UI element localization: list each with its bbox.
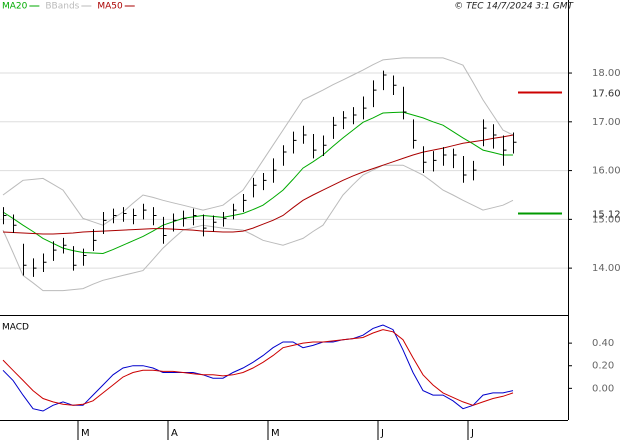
y-tick-label: 14.00 bbox=[592, 263, 621, 274]
price-bar bbox=[173, 213, 177, 232]
price-bar bbox=[273, 158, 277, 183]
price-bar bbox=[183, 210, 187, 227]
price-bar bbox=[3, 207, 7, 225]
price-bar bbox=[423, 146, 427, 174]
level-label: 17.60 bbox=[592, 89, 621, 100]
credit: © TEC 14/7/2024 3:1 GMT bbox=[454, 2, 574, 12]
price-bar bbox=[463, 155, 467, 183]
price-bar bbox=[233, 203, 237, 220]
legend-label: BBands bbox=[45, 2, 79, 12]
y-tick-label: 0.20 bbox=[592, 361, 614, 372]
price-bar bbox=[203, 214, 207, 237]
price-bar bbox=[343, 111, 347, 130]
price-bar bbox=[113, 208, 117, 224]
price-bar bbox=[263, 173, 267, 191]
price-bar bbox=[283, 145, 287, 166]
price-bar bbox=[73, 246, 77, 271]
price-bar bbox=[483, 119, 487, 147]
indicator-line bbox=[2, 57, 514, 226]
y-tick-label: 16.00 bbox=[592, 166, 621, 177]
price-bar bbox=[353, 107, 357, 125]
price-bar bbox=[93, 229, 97, 252]
y-tick-label: 18.00 bbox=[592, 68, 621, 79]
x-tick-label: M bbox=[81, 428, 90, 439]
price-bar bbox=[333, 116, 337, 139]
indicator-line bbox=[2, 111, 513, 255]
price-bar bbox=[453, 148, 457, 169]
price-bar bbox=[133, 208, 137, 225]
price-bar bbox=[13, 214, 17, 234]
price-bar bbox=[143, 203, 147, 220]
price-bar bbox=[513, 132, 517, 154]
price-bar bbox=[433, 151, 437, 172]
price-bar bbox=[83, 248, 87, 266]
price-bar bbox=[103, 212, 107, 234]
x-tick-label: A bbox=[171, 428, 178, 439]
price-bar bbox=[63, 237, 67, 254]
price-bar bbox=[163, 216, 167, 244]
indicator-line bbox=[2, 329, 514, 406]
price-bar bbox=[123, 207, 127, 222]
price-bar bbox=[383, 70, 387, 91]
band-lower bbox=[2, 164, 514, 292]
price-bar bbox=[393, 75, 397, 95]
price-bar bbox=[413, 119, 417, 149]
price-bar bbox=[223, 212, 227, 227]
macd-title: MACD bbox=[2, 323, 29, 333]
price-bar bbox=[363, 96, 367, 120]
price-bar bbox=[493, 124, 497, 149]
x-tick-label: J bbox=[470, 428, 474, 439]
indicator-line bbox=[2, 324, 514, 412]
price-bar bbox=[303, 125, 307, 144]
y-tick-label: 15.00 bbox=[592, 214, 621, 225]
price-bar bbox=[373, 80, 377, 108]
price-bar bbox=[293, 131, 297, 154]
x-tick-label: J bbox=[380, 428, 384, 439]
y-tick-label: 0.40 bbox=[592, 338, 614, 349]
price-bar bbox=[473, 160, 477, 181]
legend-label: MA50 bbox=[97, 2, 123, 12]
price-bar bbox=[193, 208, 197, 226]
price-bar bbox=[503, 135, 507, 166]
legend-label: MA20 bbox=[2, 2, 28, 12]
price-bar bbox=[403, 86, 407, 120]
price-bar bbox=[253, 177, 257, 198]
y-tick-label: 0.00 bbox=[592, 383, 614, 394]
price-bar bbox=[323, 135, 327, 156]
x-tick-label: M bbox=[271, 428, 280, 439]
y-tick-label: 17.00 bbox=[592, 117, 621, 128]
indicator-line bbox=[2, 134, 514, 235]
level-label: 15.12 bbox=[592, 210, 621, 221]
price-bar bbox=[313, 134, 317, 159]
price-bar bbox=[243, 193, 247, 213]
price-bar bbox=[53, 241, 57, 261]
price-bar bbox=[443, 147, 447, 166]
price-bar bbox=[33, 258, 37, 277]
price-bar bbox=[43, 253, 47, 273]
price-bar bbox=[23, 243, 27, 276]
price-bar bbox=[153, 207, 157, 226]
price-bar bbox=[213, 215, 217, 232]
